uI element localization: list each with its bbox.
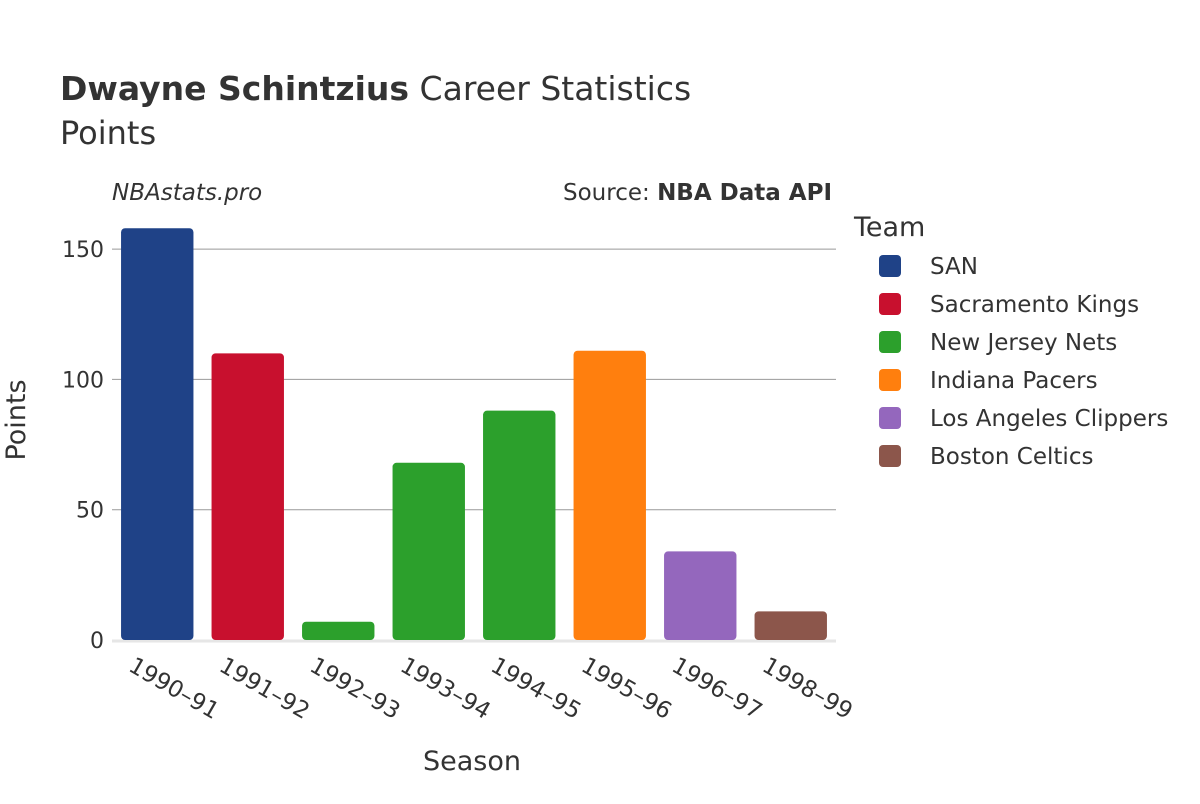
y-axis-ticks: 0 50 100 150 — [62, 238, 104, 654]
legend-label: SAN — [930, 254, 978, 280]
y-axis-title: Points — [1, 379, 32, 460]
legend-swatch — [879, 255, 901, 277]
bar[interactable] — [211, 353, 284, 640]
x-axis-ticks: 1990–911991–921992–931993–941994–951995–… — [124, 653, 857, 725]
title-player-name: Dwayne Schintzius — [60, 69, 409, 108]
legend-swatch — [879, 331, 901, 353]
y-tick-label: 100 — [62, 368, 104, 393]
bar[interactable] — [573, 350, 646, 640]
legend-label: Boston Celtics — [930, 444, 1093, 470]
x-tick-label: 1992–93 — [305, 653, 404, 725]
legend-swatch — [879, 293, 901, 315]
x-tick-label: 1993–94 — [396, 653, 495, 725]
x-tick-label: 1991–92 — [215, 653, 314, 725]
x-tick-label: 1994–95 — [486, 653, 585, 725]
legend-item[interactable]: SAN — [879, 254, 978, 280]
legend-swatch — [879, 407, 901, 429]
bar[interactable] — [483, 410, 556, 640]
legend-item[interactable]: New Jersey Nets — [879, 330, 1117, 356]
chart-subtitle: Points — [60, 114, 156, 152]
bar[interactable] — [121, 228, 194, 640]
legend-label: Los Angeles Clippers — [930, 406, 1168, 432]
y-tick-label: 150 — [62, 238, 104, 263]
y-tick-label: 0 — [90, 629, 104, 654]
legend-item[interactable]: Sacramento Kings — [879, 292, 1139, 318]
legend: SAN Sacramento Kings New Jersey Nets Indian… — [879, 254, 1168, 470]
legend-swatch — [879, 445, 901, 467]
legend-item[interactable]: Boston Celtics — [879, 444, 1093, 470]
chart-title: Dwayne Schintzius Career Statistics — [60, 69, 691, 108]
legend-label: New Jersey Nets — [930, 330, 1117, 356]
bar[interactable] — [392, 462, 465, 640]
bar-layer — [121, 228, 827, 640]
title-rest: Career Statistics — [409, 69, 691, 108]
legend-title: Team — [853, 212, 925, 243]
bar[interactable] — [302, 621, 375, 640]
x-axis-title: Season — [423, 746, 521, 777]
legend-item[interactable]: Los Angeles Clippers — [879, 406, 1168, 432]
bar[interactable] — [664, 551, 737, 640]
legend-label: Sacramento Kings — [930, 292, 1139, 318]
x-tick-label: 1998–99 — [758, 653, 857, 725]
source-name: NBA Data API — [657, 180, 832, 206]
legend-item[interactable]: Indiana Pacers — [879, 368, 1098, 394]
x-tick-label: 1990–91 — [124, 653, 223, 725]
bar[interactable] — [754, 611, 827, 640]
legend-label: Indiana Pacers — [930, 368, 1098, 394]
source-label: Source: — [563, 180, 657, 206]
x-tick-label: 1996–97 — [667, 653, 766, 725]
x-tick-label: 1995–96 — [577, 653, 676, 725]
y-tick-label: 50 — [76, 499, 104, 524]
source-credit: Source: NBA Data API — [563, 180, 832, 206]
site-credit: NBAstats.pro — [112, 180, 262, 206]
legend-swatch — [879, 369, 901, 391]
